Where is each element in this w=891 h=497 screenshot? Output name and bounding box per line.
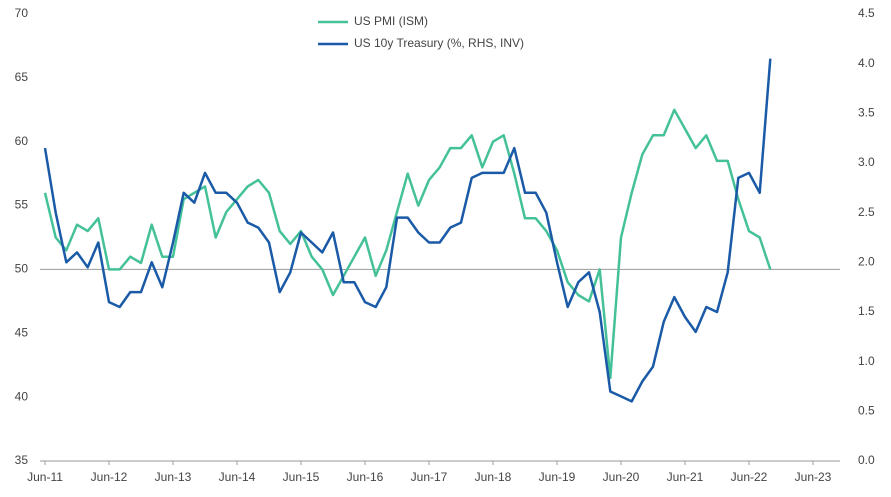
y2-tick-label: 1.5 [858,304,875,318]
y2-tick-label: 0.5 [858,404,875,418]
legend-label: US PMI (ISM) [354,14,428,28]
x-tick-label: Jun-22 [731,470,768,484]
y-tick-label: 60 [15,134,29,148]
y2-tick-label: 3.0 [858,155,875,169]
y2-tick-label: 1.0 [858,354,875,368]
y2-tick-label: 0.0 [858,453,875,467]
series-line [43,58,772,403]
y-tick-label: 70 [15,6,29,20]
y2-tick-label: 4.5 [858,6,875,20]
y-tick-label: 65 [15,70,29,84]
x-tick-label: Jun-19 [539,470,576,484]
y-tick-label: 45 [15,325,29,339]
y2-tick-label: 2.5 [858,205,875,219]
x-tick-label: Jun-12 [91,470,128,484]
x-tick-label: Jun-21 [667,470,704,484]
x-tick-label: Jun-15 [283,470,320,484]
x-tick-label: Jun-16 [347,470,384,484]
y2-tick-label: 3.5 [858,106,875,120]
y-tick-label: 40 [15,389,29,403]
x-tick-label: Jun-20 [603,470,640,484]
x-tick-label: Jun-11 [27,470,63,484]
x-tick-label: Jun-14 [219,470,256,484]
y-tick-label: 55 [15,198,29,212]
y-tick-label: 35 [15,453,29,467]
legend-label: US 10y Treasury (%, RHS, INV) [354,36,524,50]
x-tick-label: Jun-18 [475,470,512,484]
y-tick-label: 50 [15,262,29,276]
series-line [43,108,772,380]
y2-tick-label: 2.0 [858,255,875,269]
x-tick-label: Jun-13 [155,470,192,484]
y2-tick-label: 4.0 [858,56,875,70]
x-tick-label: Jun-17 [411,470,448,484]
x-tick-label: Jun-23 [795,470,832,484]
